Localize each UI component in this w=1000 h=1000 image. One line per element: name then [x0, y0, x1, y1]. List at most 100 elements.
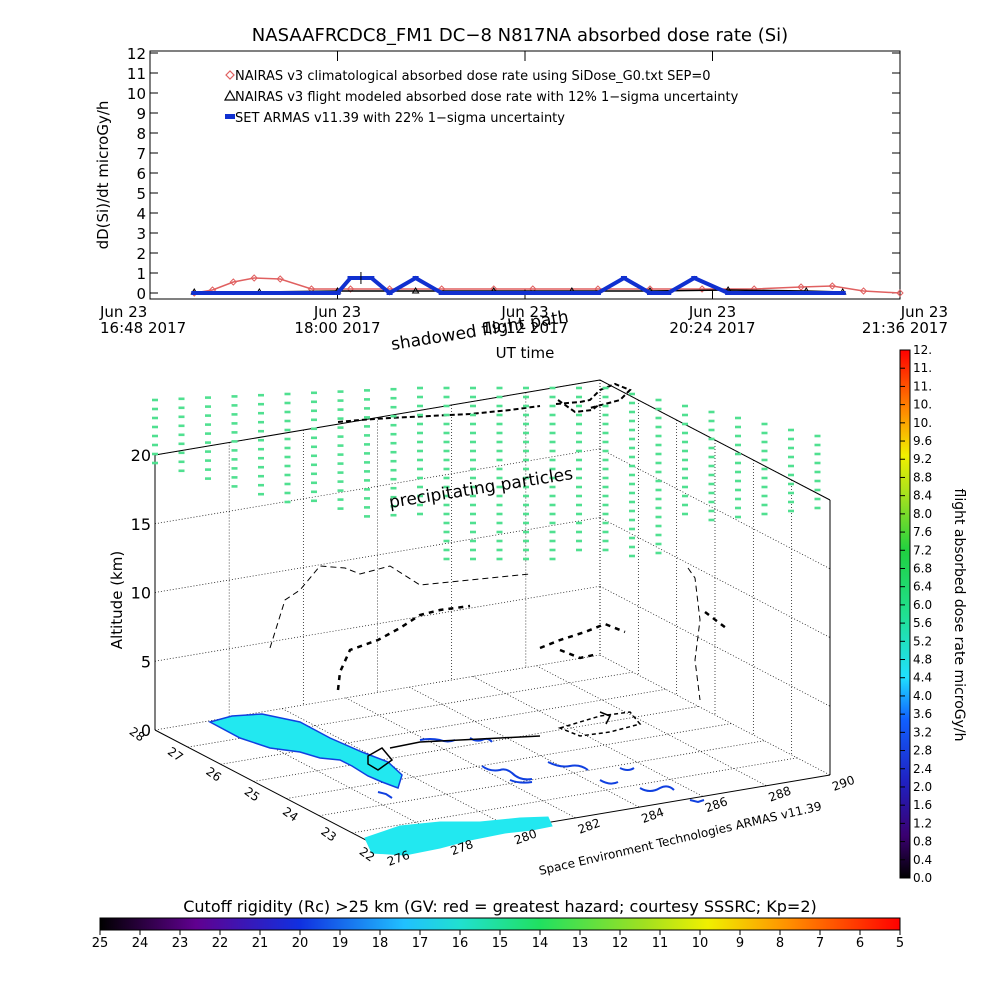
dose-y-tick-label: 0 [136, 285, 146, 303]
flight-path-altitude [336, 604, 727, 691]
dose-point-armas [691, 276, 698, 280]
cutoff-rigidity-tick-label: 15 [492, 936, 509, 951]
annotation-armas-version: Space Environment Technologies ARMAS v11… [538, 799, 823, 878]
dose-point-armas [386, 291, 393, 295]
dose-y-tick-label: 8 [136, 125, 146, 143]
dose-colorbar-tick-label: 4.8 [913, 653, 932, 667]
dose-x-tick-date: Jun 23 [313, 303, 361, 321]
cutoff-rigidity-tick-label: 14 [532, 936, 549, 951]
cuba-landmass [364, 816, 553, 856]
annotation-precipitating-particles: precipitating particles [388, 464, 575, 513]
legend-marker-armas [225, 114, 235, 119]
cutoff-rigidity-colorbar: Cutoff rigidity (Rc) >25 km (GV: red = g… [92, 897, 904, 951]
dose-y-tick-label: 11 [127, 65, 146, 83]
box-edge-top-left [154, 379, 601, 456]
dose-plot-frame [149, 50, 901, 300]
dose-y-tick-label: 12 [127, 45, 146, 63]
dose-point-climatological [828, 282, 836, 290]
dose-point-climatological [896, 289, 904, 297]
cutoff-rigidity-tick-label: 9 [736, 936, 744, 951]
dose-colorbar-tick-label: 2.8 [913, 744, 932, 758]
dose-colorbar-tick-label: 6.8 [913, 561, 932, 575]
dose-colorbar-tick-label: 9.6 [913, 434, 932, 448]
right-wall-altitude-gridline [599, 448, 831, 570]
dose-x-tick-time: 19:12 2017 [482, 319, 568, 337]
dose-colorbar-tick-label: 11. [913, 379, 932, 393]
dose-x-tick-date: Jun 23 [500, 303, 548, 321]
dose-colorbar-tick-label: 9.2 [913, 452, 932, 466]
cutoff-rigidity-tick-label: 25 [92, 936, 109, 951]
dose-point-armas [803, 291, 810, 295]
dose-colorbar-tick-label: 4.0 [913, 689, 932, 703]
cutoff-rigidity-tick-label: 18 [372, 936, 389, 951]
cutoff-rigidity-tick-label: 21 [252, 936, 269, 951]
floor-gridline-lat [218, 718, 449, 840]
altitude-tick-label: 20 [131, 446, 151, 465]
dose-colorbar-tick-label: 11. [913, 361, 932, 375]
altitude-tick-label: 15 [131, 515, 151, 534]
cutoff-rigidity-gradient [99, 917, 901, 931]
dose-colorbar-tick-label: 3.2 [913, 725, 932, 739]
dose-colorbar-tick-label: 8.8 [913, 470, 932, 484]
cutoff-rigidity-tick-label: 16 [452, 936, 469, 951]
bahamas-coastlines [377, 737, 705, 804]
box-edge-floor-front-left [154, 729, 386, 851]
dose-y-tick-label: 9 [136, 105, 146, 123]
dose-point-armas [334, 291, 341, 295]
dose-point-climatological [250, 274, 258, 282]
dose-legend: NAIRAS v3 climatological absorbed dose r… [223, 69, 739, 126]
floor-gridline-lat [472, 676, 704, 797]
legend-label: NAIRAS v3 flight modeled absorbed dose r… [235, 90, 739, 105]
dose-colorbar-tick-label: 5.6 [913, 616, 932, 630]
flight-path-shadow-ground [367, 711, 642, 771]
dose-point-armas [620, 276, 627, 280]
dose-colorbar-tick-label: 8.4 [913, 489, 932, 503]
dose-x-axis-label: UT time [496, 344, 555, 362]
legend-label: NAIRAS v3 climatological absorbed dose r… [235, 69, 711, 84]
floor-gridline-lon [319, 740, 765, 817]
figure-title: NASAAFRCDC8_FM1 DC−8 N817NA absorbed dos… [252, 25, 788, 46]
cutoff-rigidity-tick-label: 12 [612, 936, 629, 951]
longitude-tick-label: 282 [576, 816, 602, 837]
legend-label: SET ARMAS v11.39 with 22% 1−sigma uncert… [235, 111, 565, 126]
dose-y-tick-label: 4 [136, 205, 146, 223]
dose-point-armas [438, 291, 445, 295]
altitude-axis-label: Altitude (km) [108, 551, 126, 649]
cutoff-rigidity-tick-label: 8 [776, 936, 784, 951]
cutoff-rigidity-tick-label: 5 [896, 936, 904, 951]
dose-colorbar-tick-label: 8.0 [913, 507, 932, 521]
altitude-tick-label: 10 [131, 584, 151, 603]
dose-point-climatological [276, 275, 284, 283]
longitude-tick-label: 288 [767, 784, 793, 805]
dose-y-tick-label: 1 [136, 265, 146, 283]
cutoff-rigidity-tick-label: 20 [292, 936, 309, 951]
dose-y-tick-label: 7 [136, 145, 146, 163]
dose-y-axis-label: dD(Si)/dt microGy/h [94, 101, 112, 250]
dose-colorbar: 0.0 0.4 0.8 1.2 1.6 2.0 2.4 2.8 3.2 3.6 4.0 4.4 4.8 5… [899, 343, 967, 885]
dose-y-tick-label: 6 [136, 165, 146, 183]
dose-point-climatological [698, 285, 706, 293]
cutoff-rigidity-tick-label: 17 [412, 936, 429, 951]
dose-colorbar-tick-label: 1.6 [913, 798, 932, 812]
cutoff-rigidity-tick-label: 10 [692, 936, 709, 951]
dose-series-group [190, 272, 904, 297]
floor-gridline-lat [281, 708, 513, 829]
dose-colorbar-gradient [899, 349, 911, 879]
longitude-tick-label: 290 [830, 773, 856, 794]
left-wall-altitude-gridline [154, 448, 601, 525]
floor-gridline-lat [345, 697, 576, 819]
dose-x-tick-date: Jun 23 [688, 303, 736, 321]
cutoff-rigidity-title: Cutoff rigidity (Rc) >25 km (GV: red = g… [183, 897, 817, 916]
dose-y-tick-label: 5 [136, 185, 146, 203]
dose-point-armas [725, 291, 732, 295]
box-edge-top-right [599, 379, 831, 501]
dose-point-climatological [346, 285, 355, 293]
floor-gridline-lon [253, 706, 699, 782]
floor-gridline-lat [536, 665, 767, 787]
dose-x-tick-time: 18:00 2017 [294, 319, 380, 337]
dose-colorbar-tick-label: 2.4 [913, 762, 932, 776]
dose-point-armas [490, 291, 497, 295]
